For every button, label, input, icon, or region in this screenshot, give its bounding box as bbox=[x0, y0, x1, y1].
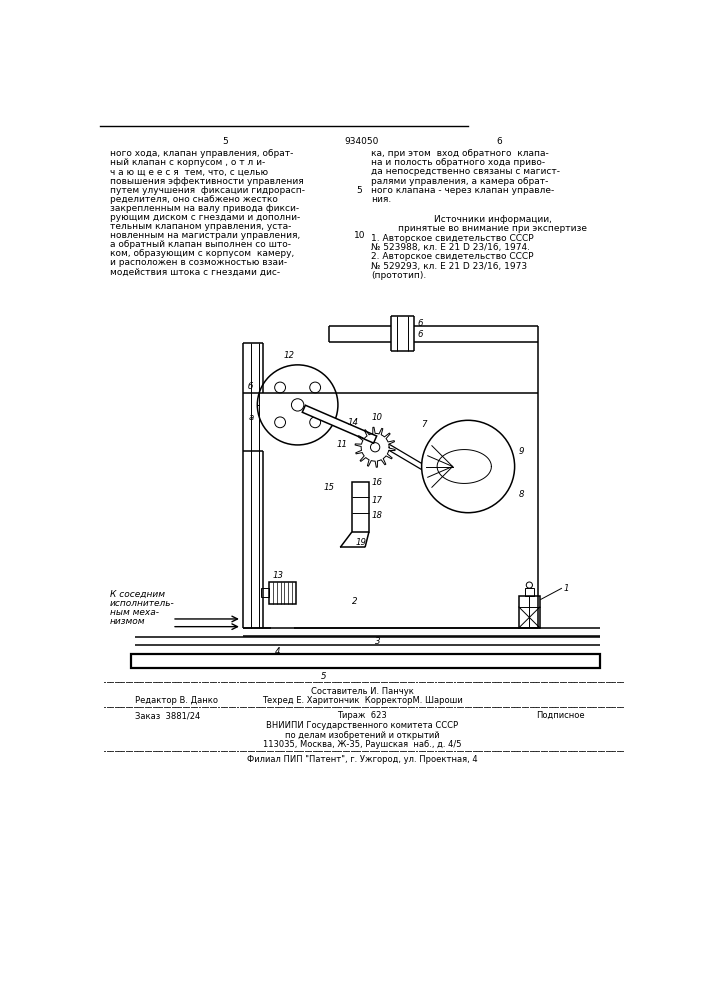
Text: модействия штока с гнездами дис-: модействия штока с гнездами дис- bbox=[110, 267, 280, 276]
Text: 4: 4 bbox=[274, 647, 280, 656]
Text: 1: 1 bbox=[563, 584, 569, 593]
Text: 12: 12 bbox=[284, 351, 295, 360]
Bar bbox=[269, 582, 296, 604]
Text: 10: 10 bbox=[371, 413, 382, 422]
Text: и расположен в созможностью взаи-: и расположен в созможностью взаи- bbox=[110, 258, 287, 267]
Text: Техред Е. Харитончик  КорректорМ. Шароши: Техред Е. Харитончик КорректорМ. Шароши bbox=[262, 696, 462, 705]
Text: тельным клапаном управления, уста-: тельным клапаном управления, уста- bbox=[110, 222, 291, 231]
Text: рующим диском с гнездами и дополни-: рующим диском с гнездами и дополни- bbox=[110, 213, 300, 222]
Text: ределителя, оно снабжено жестко: ределителя, оно снабжено жестко bbox=[110, 195, 278, 204]
Text: 9: 9 bbox=[518, 447, 524, 456]
Text: 7: 7 bbox=[421, 420, 427, 429]
Bar bbox=[525, 588, 534, 596]
Text: 5: 5 bbox=[223, 137, 228, 146]
Text: ного клапана - через клапан управле-: ного клапана - через клапан управле- bbox=[371, 186, 554, 195]
Text: Составитель И. Панчук: Составитель И. Панчук bbox=[310, 687, 414, 696]
Bar bbox=[518, 596, 540, 628]
Text: Редактор В. Данко: Редактор В. Данко bbox=[135, 696, 218, 705]
Text: низмом: низмом bbox=[110, 617, 146, 626]
Text: 934050: 934050 bbox=[345, 137, 379, 146]
Text: Источники информации,: Источники информации, bbox=[434, 215, 552, 224]
Text: новленным на магистрали управления,: новленным на магистрали управления, bbox=[110, 231, 300, 240]
Text: ный клапан с корпусом , о т л и-: ный клапан с корпусом , о т л и- bbox=[110, 158, 265, 167]
Text: 5: 5 bbox=[321, 672, 327, 681]
Text: да непосредственно связаны с магист-: да непосредственно связаны с магист- bbox=[371, 167, 560, 176]
Text: ния.: ния. bbox=[371, 195, 392, 204]
Text: путем улучшения  фиксации гидрорасп-: путем улучшения фиксации гидрорасп- bbox=[110, 186, 305, 195]
Text: 113035, Москва, Ж-35, Раушская  наб., д. 4/5: 113035, Москва, Ж-35, Раушская наб., д. … bbox=[263, 740, 461, 749]
Polygon shape bbox=[303, 405, 377, 443]
Text: ралями управления, а камера обрат-: ралями управления, а камера обрат- bbox=[371, 177, 549, 186]
Text: ным меха-: ным меха- bbox=[110, 608, 159, 617]
Text: Филиал ПИП "Патент", г. Ужгород, ул. Проектная, 4: Филиал ПИП "Патент", г. Ужгород, ул. Про… bbox=[247, 755, 477, 764]
Text: ка, при этом  вход обратного  клапа-: ка, при этом вход обратного клапа- bbox=[371, 149, 549, 158]
Text: закрепленным на валу привода фикси-: закрепленным на валу привода фикси- bbox=[110, 204, 299, 213]
Text: 13: 13 bbox=[273, 571, 284, 580]
Text: 15: 15 bbox=[324, 483, 335, 492]
Text: 6: 6 bbox=[496, 137, 502, 146]
Text: (прототип).: (прототип). bbox=[371, 271, 426, 280]
Text: ч а ю щ е е с я  тем, что, с целью: ч а ю щ е е с я тем, что, с целью bbox=[110, 167, 268, 176]
Text: 2. Авторское свидетельство СССР: 2. Авторское свидетельство СССР bbox=[371, 252, 534, 261]
Text: ного хода, клапан управления, обрат-: ного хода, клапан управления, обрат- bbox=[110, 149, 293, 158]
Text: 3: 3 bbox=[375, 637, 380, 646]
Text: повышения эффективности управления: повышения эффективности управления bbox=[110, 177, 304, 186]
Text: Подписное: Подписное bbox=[536, 711, 585, 720]
Text: 10: 10 bbox=[354, 231, 366, 240]
Text: 5: 5 bbox=[357, 186, 363, 195]
Text: ком, образующим с корпусом  камеру,: ком, образующим с корпусом камеру, bbox=[110, 249, 294, 258]
Text: а обратный клапан выполнен со што-: а обратный клапан выполнен со што- bbox=[110, 240, 291, 249]
Text: б: б bbox=[248, 382, 253, 391]
Text: 16: 16 bbox=[371, 478, 382, 487]
Text: К соседним: К соседним bbox=[110, 590, 165, 599]
Bar bbox=[131, 654, 600, 668]
Text: № 523988, кл. Е 21 D 23/16, 1974.: № 523988, кл. Е 21 D 23/16, 1974. bbox=[371, 243, 530, 252]
Bar bbox=[261, 588, 269, 597]
Text: Тираж  623: Тираж 623 bbox=[337, 711, 387, 720]
Text: 1. Авторское свидетельство СССР: 1. Авторское свидетельство СССР bbox=[371, 234, 534, 243]
Text: а: а bbox=[248, 413, 253, 422]
Text: 18: 18 bbox=[371, 511, 382, 520]
Text: принятые во внимание при экспертизе: принятые во внимание при экспертизе bbox=[399, 224, 588, 233]
Text: по делам изобретений и открытий: по делам изобретений и открытий bbox=[285, 731, 439, 740]
Text: № 529293, кл. Е 21 D 23/16, 1973: № 529293, кл. Е 21 D 23/16, 1973 bbox=[371, 262, 527, 271]
Text: на и полость обратного хода приво-: на и полость обратного хода приво- bbox=[371, 158, 545, 167]
Text: 19: 19 bbox=[356, 538, 367, 547]
Text: Заказ  3881/24: Заказ 3881/24 bbox=[135, 711, 200, 720]
Text: 17: 17 bbox=[371, 496, 382, 505]
Text: 8: 8 bbox=[518, 490, 524, 499]
Text: 6: 6 bbox=[417, 319, 423, 328]
Text: 2: 2 bbox=[352, 597, 357, 606]
Text: исполнитель-: исполнитель- bbox=[110, 599, 175, 608]
Text: 14: 14 bbox=[348, 418, 359, 427]
Bar bbox=[352, 482, 369, 532]
Text: ВНИИПИ Государственного комитета СССР: ВНИИПИ Государственного комитета СССР bbox=[266, 721, 458, 730]
Text: 6: 6 bbox=[417, 330, 423, 339]
Text: 11: 11 bbox=[337, 440, 347, 449]
